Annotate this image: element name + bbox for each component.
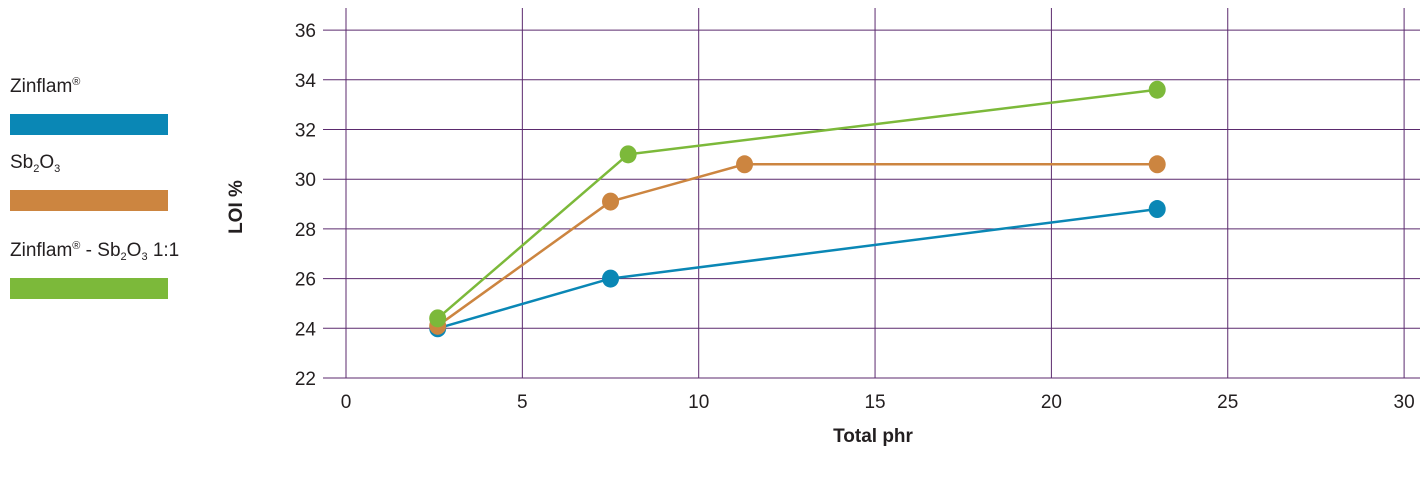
series-point-1 [1148,155,1166,174]
y-tick-label: 28 [295,220,316,241]
y-tick-label: 30 [295,170,316,191]
series-point-0 [1148,200,1166,219]
y-tick-label: 26 [295,270,316,291]
series-point-2 [1148,80,1166,99]
series-point-1 [736,155,754,174]
x-tick-label: 25 [1217,392,1238,413]
series-line-2 [436,88,1158,320]
y-tick-label: 36 [295,21,316,42]
y-tick-label: 22 [295,369,316,390]
x-axis-title: Total phr [833,426,913,447]
legend-item-sb2o3: Sb2O3 [10,152,180,211]
series-point-1 [602,192,620,211]
legend-item-zinflam: Zinflam® [10,76,180,135]
series-point-0 [602,269,620,288]
x-tick-label: 15 [864,392,885,413]
legend-label-sb2o3: Sb2O3 [10,152,61,175]
legend-swatch-sb2o3 [10,190,168,211]
x-tick-label: 30 [1394,392,1415,413]
series-line-1 [436,163,1158,327]
chart-series [429,80,1166,338]
y-tick-label: 34 [295,71,317,92]
legend-label-zinflam: Zinflam® [10,76,81,97]
x-tick-label: 10 [688,392,709,413]
series-point-2 [429,309,447,328]
x-tick-label: 20 [1041,392,1062,413]
chart-grid [323,8,1420,379]
x-tick-label: 5 [517,392,528,413]
axis-ticks: 22 24 26 28 30 32 34 36 0 5 10 15 20 25 30 [295,21,1415,413]
chart-legend: Zinflam® Sb2O3 Zinflam® - Sb2O3 1:1 [10,0,180,479]
y-tick-label: 24 [295,319,317,340]
legend-label-zinflam-sb2o3-mix: Zinflam® - Sb2O3 1:1 [10,240,180,263]
legend-item-zinflam-sb2o3-mix: Zinflam® - Sb2O3 1:1 [10,240,180,299]
y-axis-title: LOI % [226,180,247,234]
legend-swatch-zinflam-sb2o3-mix [10,278,168,299]
series-point-2 [619,145,637,164]
x-tick-label: 0 [341,392,352,413]
legend-swatch-zinflam [10,114,168,135]
y-tick-label: 32 [295,121,316,142]
